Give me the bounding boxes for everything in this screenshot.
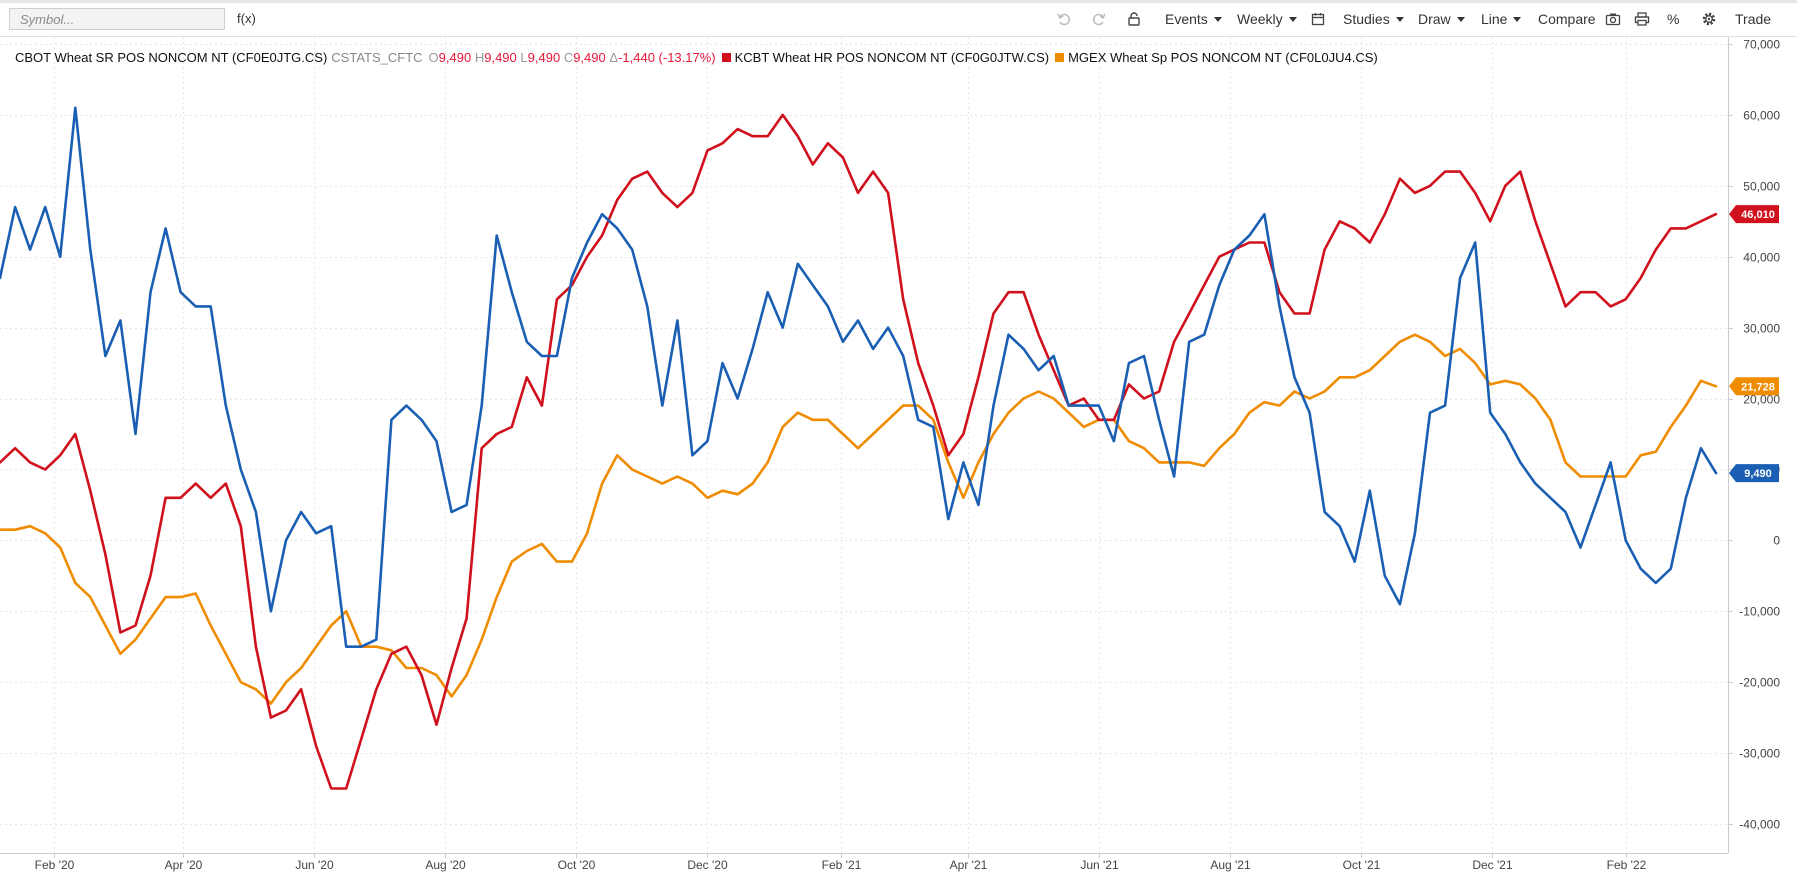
studies-label: Studies (1343, 11, 1390, 27)
y-tick-label: 50,000 (1743, 180, 1780, 194)
print-icon[interactable] (1632, 9, 1652, 29)
last-value-tag-0: 9,490 (1729, 464, 1779, 483)
undo-icon[interactable] (1054, 9, 1074, 29)
series-line-2 (0, 333, 1718, 705)
draw-menu[interactable]: Draw (1418, 11, 1465, 27)
x-tick-label: Oct '20 (558, 858, 596, 872)
events-menu[interactable]: Events (1165, 11, 1222, 27)
chevron-down-icon (1213, 16, 1222, 22)
legend-swatch-kcbt (721, 52, 731, 62)
y-tick-label: 70,000 (1743, 38, 1780, 52)
y-tick-label: 20,000 (1743, 393, 1780, 407)
y-tick-label: 60,000 (1743, 109, 1780, 123)
fx-button[interactable]: f(x) (237, 11, 256, 26)
y-tick-label: -40,000 (1739, 818, 1780, 832)
legend-series2-name[interactable]: KCBT Wheat HR POS NONCOM NT (CF0G0JTW.CS… (734, 49, 1050, 65)
legend-c-label: C (563, 49, 574, 65)
y-tick-label: -10,000 (1739, 605, 1780, 619)
y-tick-label: -30,000 (1739, 747, 1780, 761)
lock-icon[interactable] (1124, 9, 1144, 29)
compare-button[interactable]: Compare (1538, 11, 1596, 27)
y-tick-label: 0 (1773, 534, 1780, 548)
events-label: Events (1165, 11, 1208, 27)
legend-delta-label: Δ (609, 49, 619, 65)
legend-o-value: 9,490 (438, 49, 472, 65)
calendar-icon[interactable] (1308, 9, 1328, 29)
y-tick-label: 40,000 (1743, 251, 1780, 265)
legend-main-name[interactable]: CBOT Wheat SR POS NONCOM NT (CF0E0JTG.CS… (15, 49, 328, 65)
chart[interactable]: 70,00060,00050,00040,00030,00020,00010,0… (0, 37, 1797, 879)
last-value-tag-label: 9,490 (1744, 468, 1772, 480)
x-tick-label: Dec '20 (687, 858, 728, 872)
x-tick-label: Apr '20 (165, 858, 203, 872)
x-tick-label: Oct '21 (1343, 858, 1381, 872)
legend-o-label: O (428, 49, 439, 65)
period-menu[interactable]: Weekly (1237, 11, 1297, 27)
series-line-0 (0, 106, 1718, 649)
series-layer (0, 106, 1718, 790)
chart-type-menu[interactable]: Line (1481, 11, 1522, 27)
x-tick-label: Feb '21 (822, 858, 862, 872)
legend-h-label: H (474, 49, 485, 65)
symbol-input[interactable] (9, 8, 225, 30)
legend-ohlc: O9,490 H9,490 L9,490 C9,490 Δ-1,440 (-13… (429, 50, 716, 65)
camera-icon[interactable] (1603, 9, 1623, 29)
legend-main-source: CSTATS_CFTC (331, 49, 423, 65)
chart-background (0, 37, 1797, 879)
x-tick-label: Jun '21 (1080, 858, 1119, 872)
last-value-tag-label: 46,010 (1741, 209, 1775, 221)
x-tick-label: Feb '20 (35, 858, 75, 872)
horizontal-gridlines (0, 44, 1733, 825)
legend-l-label: L (520, 49, 528, 65)
x-tick-label: Aug '21 (1210, 858, 1251, 872)
chart-type-label: Line (1481, 11, 1508, 27)
last-value-tag-bg (1729, 377, 1779, 396)
x-tick-label: Jun '20 (295, 858, 334, 872)
legend-h-value: 9,490 (484, 49, 517, 65)
last-value-tag-bg (1729, 205, 1779, 224)
legend-delta-value: -1,440 (-13.17%) (618, 49, 716, 65)
legend-c-value: 9,490 (573, 49, 606, 65)
gear-icon[interactable] (1699, 9, 1719, 29)
legend-series3-name[interactable]: MGEX Wheat Sp POS NONCOM NT (CF0L0JU4.CS… (1068, 49, 1378, 65)
x-tick-label: Dec '21 (1472, 858, 1513, 872)
last-value-tag-label: 21,728 (1741, 381, 1775, 393)
y-tick-label: 30,000 (1743, 322, 1780, 336)
studies-menu[interactable]: Studies (1343, 11, 1404, 27)
x-tick-label: Aug '20 (425, 858, 466, 872)
trade-button[interactable]: Trade (1735, 11, 1772, 27)
chevron-down-icon (1288, 16, 1297, 22)
period-label: Weekly (1237, 11, 1283, 27)
chevron-down-icon (1395, 16, 1404, 22)
x-axis-labels: Feb '20 Apr '20 Jun '20 Aug '20 Oct '20 Dec '… (35, 858, 1647, 872)
last-value-tags: 9,490 46,010 21,728 (1729, 205, 1779, 483)
y-tick-label: -20,000 (1739, 676, 1780, 690)
chevron-down-icon (1513, 16, 1522, 22)
percent-button[interactable]: % (1667, 11, 1680, 27)
toolbar: f(x) Events Weekly Studies Draw Line Com… (0, 0, 1797, 37)
tab-strip (0, 0, 1797, 3)
legend-l-value: 9,490 (527, 49, 561, 65)
legend: CBOT Wheat SR POS NONCOM NT (CF0E0JTG.CS… (15, 48, 1378, 66)
legend-swatch-mgex (1055, 52, 1065, 62)
redo-icon[interactable] (1089, 9, 1109, 29)
last-value-tag-bg (1729, 464, 1779, 483)
last-value-tag-2: 21,728 (1729, 377, 1779, 396)
x-tick-label: Apr '21 (950, 858, 988, 872)
series-line-1 (0, 113, 1718, 790)
x-tick-label: Feb '22 (1607, 858, 1647, 872)
chevron-down-icon (1456, 16, 1465, 22)
draw-label: Draw (1418, 11, 1451, 27)
last-value-tag-1: 46,010 (1729, 205, 1779, 224)
